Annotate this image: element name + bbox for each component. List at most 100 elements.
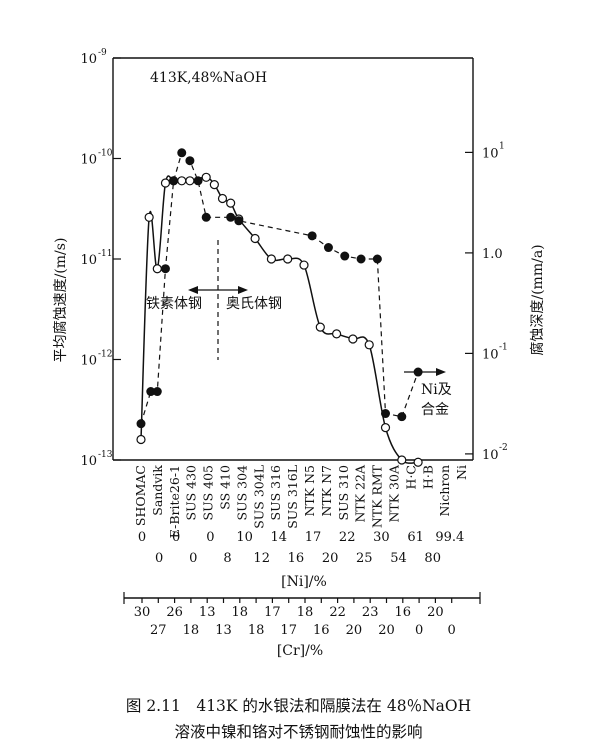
category-label: SUS 316 (268, 465, 283, 521)
series-point (185, 156, 195, 166)
series-point (323, 243, 333, 253)
series-point (177, 176, 187, 186)
cr-value: 23 (362, 605, 379, 620)
figure-caption-line1: 图 2.11 413K 的水银法和隔膜法在 48％NaOH (125, 697, 472, 715)
series-point (217, 193, 228, 204)
figure-caption-line2: 溶液中镍和铬对不锈钢耐蚀性的影响 (174, 723, 423, 741)
series-point (152, 387, 162, 397)
series-point (201, 172, 211, 182)
category-label: SUS 316L (285, 465, 300, 529)
series-point (332, 329, 342, 339)
ni-value: 30 (373, 530, 390, 545)
austenitic-label: 奥氏体钢 (226, 295, 282, 312)
cr-value: 22 (329, 605, 346, 620)
category-label: SUS 310 (336, 465, 351, 521)
cr-value: 16 (313, 623, 330, 638)
ferritic-label: 铁素体钢 (146, 296, 202, 312)
series-point (160, 264, 170, 274)
ni-value: 20 (322, 551, 339, 566)
category-label: NTK 22A (353, 464, 368, 522)
ni-value: 25 (356, 551, 373, 566)
cr-value: 17 (264, 605, 281, 620)
series-point (177, 148, 187, 158)
series-line-0 (140, 175, 419, 464)
right-tick-exponent: -1 (499, 342, 508, 352)
series-point (250, 233, 260, 244)
ni-value: 8 (223, 551, 231, 566)
series-point (380, 423, 391, 433)
category-label: NTK 30A (387, 464, 402, 522)
ni-value: 22 (339, 530, 356, 545)
cr-value: 27 (150, 623, 167, 638)
series-point (169, 176, 179, 186)
ni-alloy-label-2: 合金 (421, 402, 449, 418)
category-label: SUS 304 (234, 465, 249, 521)
ni-value: 99.4 (435, 530, 464, 545)
series-point (356, 254, 366, 264)
ni-alloy-label-1: Ni及 (421, 382, 452, 398)
category-labels: SHOMAC Sandvik E-Brite26-1 SUS 430 SUS 405 SS… (133, 464, 469, 538)
category-label: SUS 405 (201, 465, 216, 521)
series-point (299, 260, 309, 270)
cr-value: 17 (280, 623, 297, 638)
ni-value: 16 (288, 551, 305, 566)
category-label: SS 410 (218, 465, 233, 510)
series-point (144, 212, 154, 222)
right-tick-label: 10 (482, 146, 499, 161)
condition-annotation: 413K,48%NaOH (150, 70, 267, 86)
cr-value: 20 (346, 623, 363, 638)
y-axis-label-right: 腐蚀深度/(mm/a) (529, 244, 546, 355)
series-point (160, 178, 171, 188)
series-point (193, 176, 203, 186)
category-label: NTK RMT (370, 464, 385, 528)
cr-value: 13 (215, 623, 232, 638)
category-label: NTK N5 (302, 465, 317, 516)
series-point (136, 419, 146, 429)
category-label: SUS 304L (251, 465, 266, 529)
right-tick-label: 1.0 (482, 247, 503, 262)
series-point (364, 340, 374, 350)
right-axis-ticks: 10 11.010-110-2 (465, 141, 508, 463)
ni-value: 0 (206, 530, 214, 545)
category-label: E-Brite26-1 (167, 465, 182, 538)
left-tick-label: 10 (80, 52, 97, 67)
cr-value: 0 (415, 623, 423, 638)
ni-value: 10 (236, 530, 253, 545)
cr-value: 18 (297, 605, 314, 620)
series-point (266, 254, 276, 264)
category-label: Ni (454, 465, 469, 480)
series-point (348, 334, 358, 344)
series-point (413, 367, 423, 377)
ni-alloy-arrow-head (436, 368, 446, 376)
cr-value: 30 (134, 605, 151, 620)
ni-value: 80 (424, 551, 441, 566)
cr-axis-label: [Cr]/% (277, 643, 323, 659)
left-tick-label: 10 (80, 454, 97, 469)
cr-value: 18 (232, 605, 249, 620)
series-point (226, 212, 236, 222)
series-point (283, 254, 293, 264)
left-tick-label: 10 (80, 354, 97, 369)
series-point (397, 412, 407, 422)
series-point (234, 216, 244, 226)
right-tick-label: 10 (482, 448, 499, 463)
region-arrow-right-head (238, 286, 248, 294)
ni-value: 54 (390, 551, 407, 566)
left-tick-exponent: -12 (98, 350, 113, 360)
cr-value: 0 (448, 623, 456, 638)
series-point (152, 264, 162, 274)
ni-value: 17 (305, 530, 322, 545)
ni-value: 0 (172, 530, 180, 545)
right-tick-exponent: 1 (499, 141, 505, 151)
ni-value: 12 (253, 551, 270, 566)
category-label: Nichron (437, 465, 452, 517)
y-axis-label-left: 平均腐蚀速度/(m/s) (52, 238, 69, 363)
category-label: H·C (403, 465, 418, 489)
category-label: Sandvik (150, 465, 165, 516)
series-point (381, 409, 390, 419)
category-label: SUS 430 (184, 465, 199, 521)
category-label: SHOMAC (133, 465, 148, 526)
left-tick-exponent: -11 (98, 249, 113, 259)
